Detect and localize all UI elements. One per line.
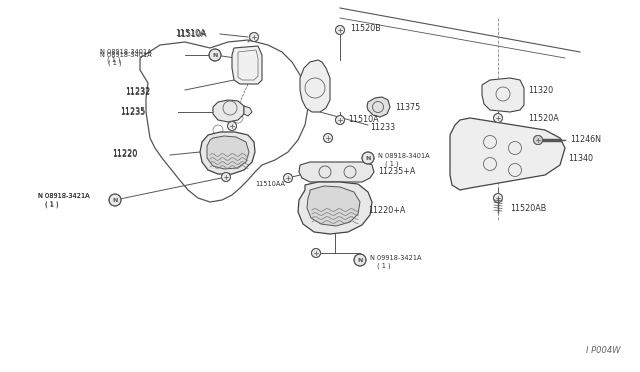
Text: N 09918-3421A: N 09918-3421A <box>370 255 422 261</box>
Text: ( 1 ): ( 1 ) <box>45 202 59 208</box>
Text: N: N <box>112 198 118 202</box>
Circle shape <box>209 49 221 61</box>
Polygon shape <box>244 106 252 116</box>
Text: 11246N: 11246N <box>570 135 601 144</box>
Text: 11520B: 11520B <box>350 23 381 32</box>
Circle shape <box>312 248 321 257</box>
Text: 11220: 11220 <box>112 148 137 157</box>
Circle shape <box>323 134 333 142</box>
Text: 11320: 11320 <box>528 86 553 94</box>
Circle shape <box>534 135 543 144</box>
Circle shape <box>221 173 230 182</box>
Text: I P004W: I P004W <box>586 346 620 355</box>
Text: 11232: 11232 <box>125 87 150 96</box>
Polygon shape <box>482 78 524 112</box>
Text: 11510A: 11510A <box>348 115 379 124</box>
Text: N 08918-3421A: N 08918-3421A <box>38 193 90 199</box>
Circle shape <box>250 32 259 42</box>
Text: 11232: 11232 <box>125 87 150 96</box>
Polygon shape <box>299 162 374 182</box>
Text: 11375: 11375 <box>395 103 420 112</box>
Polygon shape <box>367 97 390 117</box>
Circle shape <box>534 135 543 144</box>
Text: ( 1 ): ( 1 ) <box>108 60 122 66</box>
Circle shape <box>362 152 374 164</box>
Text: ( 1 ): ( 1 ) <box>385 161 399 167</box>
Text: 11510A: 11510A <box>176 29 207 38</box>
Circle shape <box>284 173 292 183</box>
Text: 11510A: 11510A <box>175 29 205 38</box>
Text: ( 1 ): ( 1 ) <box>45 201 59 207</box>
Text: N 08918-3401A: N 08918-3401A <box>100 52 152 58</box>
Polygon shape <box>213 100 244 122</box>
Circle shape <box>493 193 502 202</box>
Text: 11233: 11233 <box>370 122 395 131</box>
Circle shape <box>227 122 237 131</box>
Text: 11220: 11220 <box>112 150 137 158</box>
Text: 11340: 11340 <box>568 154 593 163</box>
Text: 11520AB: 11520AB <box>510 203 547 212</box>
Polygon shape <box>450 118 565 190</box>
Text: N: N <box>365 155 371 160</box>
Text: ( 1 ): ( 1 ) <box>107 57 120 63</box>
Polygon shape <box>207 136 249 169</box>
Text: N: N <box>357 257 363 263</box>
Polygon shape <box>200 132 255 174</box>
Text: N 08918-3401A: N 08918-3401A <box>100 49 152 55</box>
Circle shape <box>493 113 502 122</box>
Polygon shape <box>300 60 330 112</box>
Circle shape <box>354 254 366 266</box>
Circle shape <box>109 194 121 206</box>
Text: 11520A: 11520A <box>528 113 559 122</box>
Text: 11220+A: 11220+A <box>368 205 405 215</box>
Polygon shape <box>232 46 262 84</box>
Text: N 08918-3401A: N 08918-3401A <box>378 153 429 159</box>
Text: 11510AA: 11510AA <box>255 181 285 187</box>
Text: 11235: 11235 <box>120 108 145 116</box>
Text: ( 1 ): ( 1 ) <box>377 263 390 269</box>
Text: N 08918-3421A: N 08918-3421A <box>38 193 90 199</box>
Polygon shape <box>298 182 372 234</box>
Text: 11235+A: 11235+A <box>378 167 415 176</box>
Circle shape <box>335 26 344 35</box>
Text: N: N <box>212 52 218 58</box>
Polygon shape <box>307 186 360 226</box>
Circle shape <box>335 115 344 125</box>
Text: 11235: 11235 <box>120 106 145 115</box>
